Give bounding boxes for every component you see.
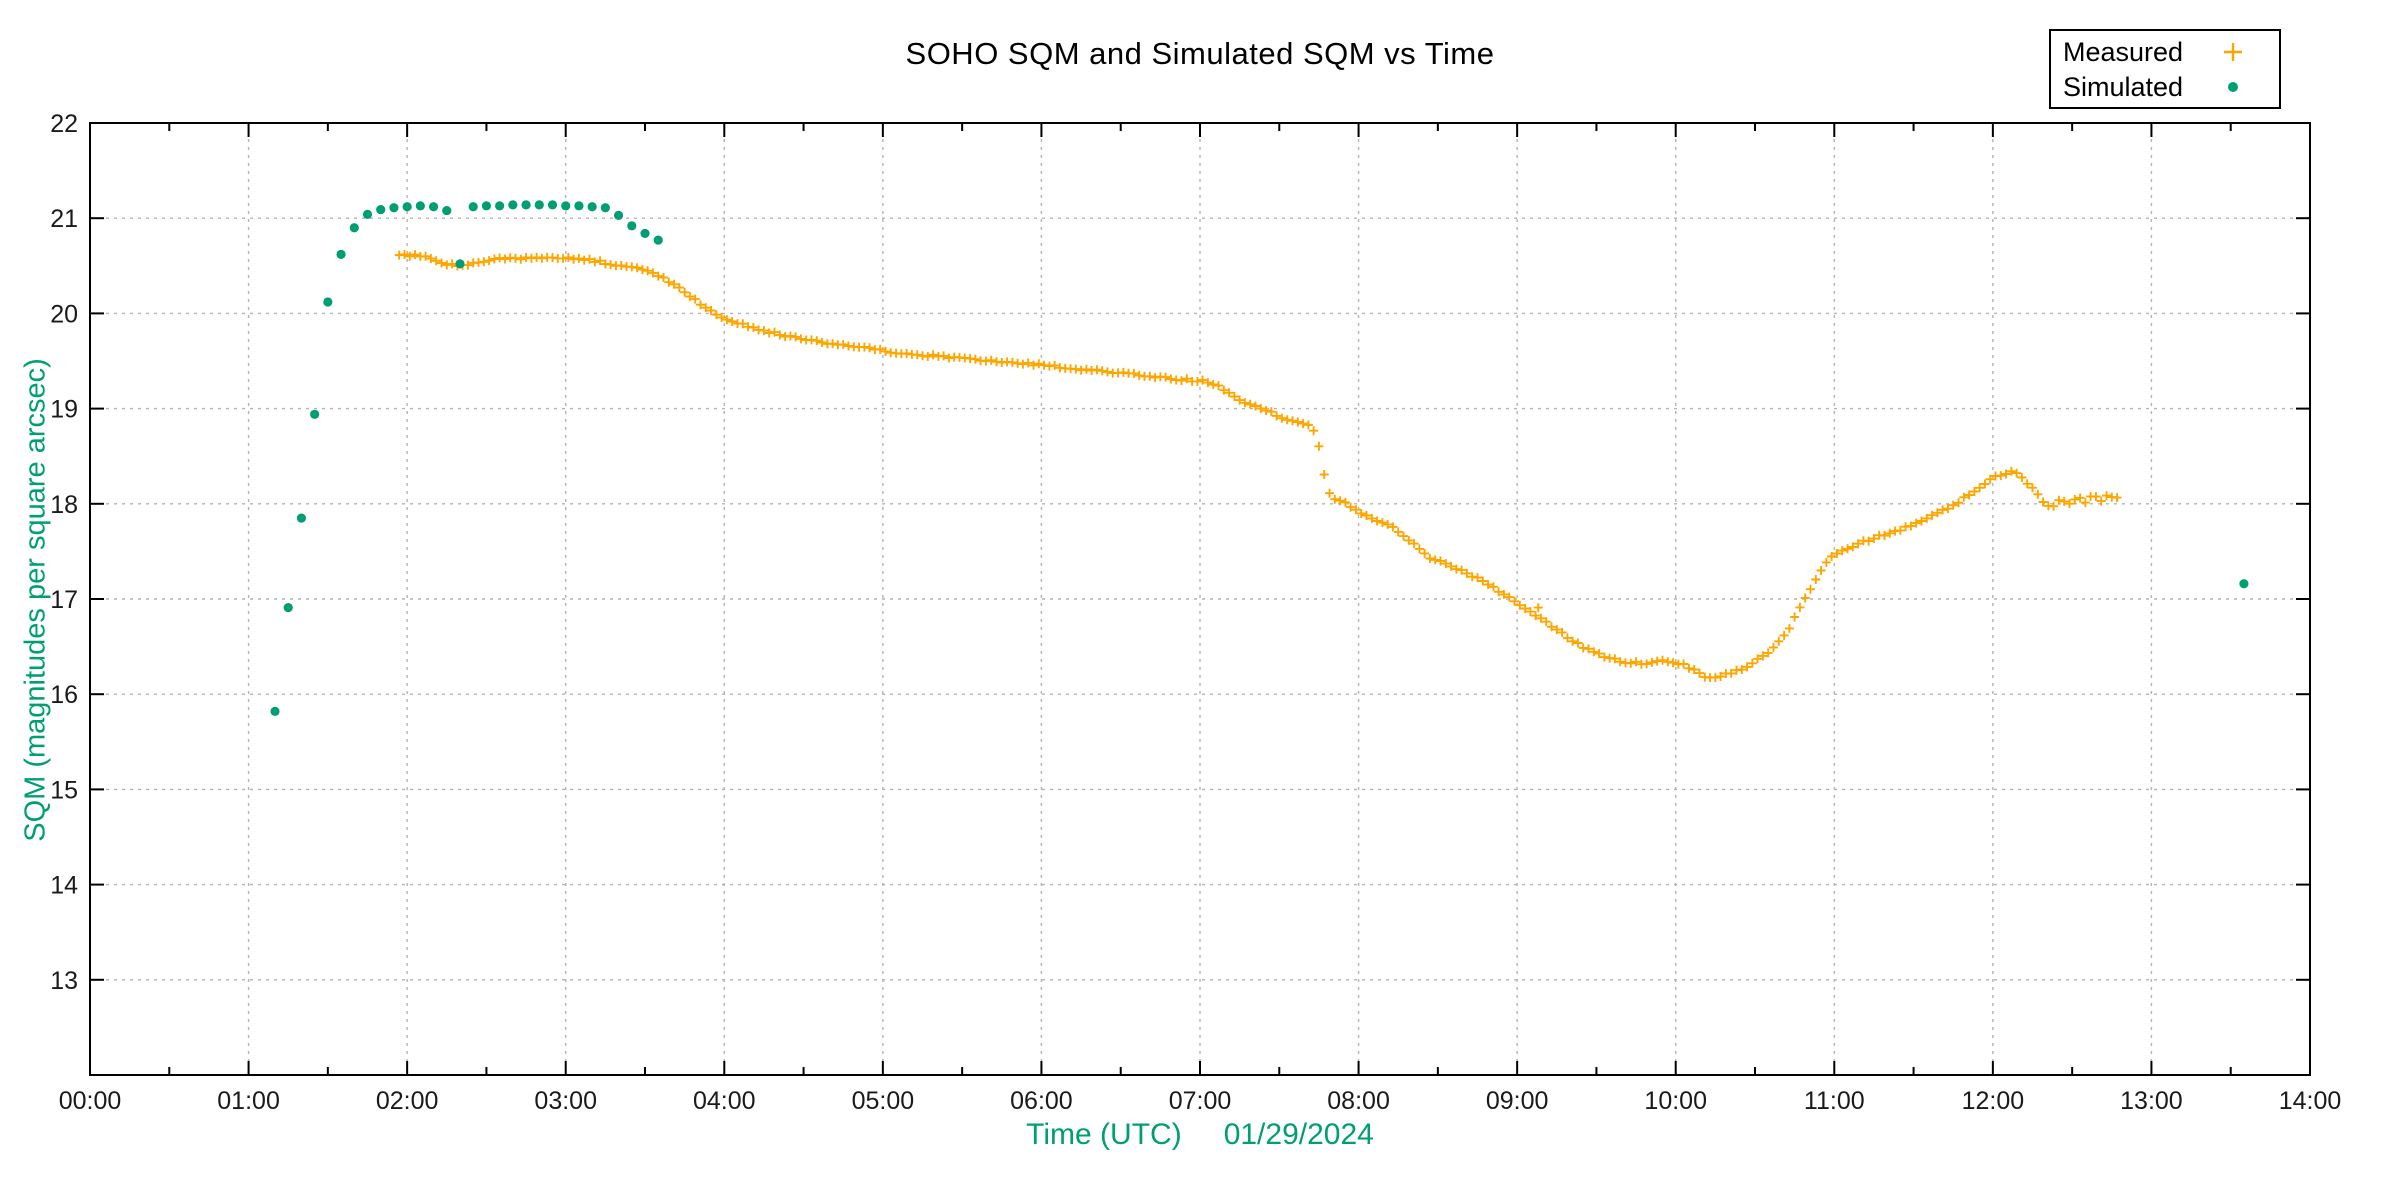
svg-text:12:00: 12:00 <box>1962 1087 2025 1115</box>
x-axis-label: Time (UTC) 01/29/2024 <box>0 1118 2400 1152</box>
svg-text:13:00: 13:00 <box>2120 1087 2183 1115</box>
svg-text:08:00: 08:00 <box>1327 1087 1390 1115</box>
svg-text:13: 13 <box>50 967 78 995</box>
legend-item-simulated: Simulated <box>2051 69 2279 104</box>
y-axis-label: SQM (magnitudes per square arcsec) <box>19 358 52 842</box>
svg-text:18: 18 <box>50 491 78 519</box>
measured-plus-marker-icon <box>2221 40 2245 64</box>
svg-text:09:00: 09:00 <box>1486 1087 1549 1115</box>
svg-text:00:00: 00:00 <box>59 1087 122 1115</box>
chart-title: SOHO SQM and Simulated SQM vs Time <box>905 36 1495 71</box>
svg-text:02:00: 02:00 <box>376 1087 439 1115</box>
legend-item-measured: Measured <box>2051 34 2279 69</box>
x-axis-label-text: Time (UTC) <box>1026 1118 1182 1151</box>
svg-text:10:00: 10:00 <box>1644 1087 1707 1115</box>
svg-text:01:00: 01:00 <box>217 1087 280 1115</box>
svg-text:19: 19 <box>50 396 78 424</box>
svg-text:16: 16 <box>50 681 78 709</box>
svg-text:14: 14 <box>50 872 78 900</box>
svg-text:15: 15 <box>50 776 78 804</box>
svg-text:20: 20 <box>50 300 78 328</box>
x-axis-date: 01/29/2024 <box>1223 1118 1374 1151</box>
svg-text:21: 21 <box>50 205 78 233</box>
svg-text:04:00: 04:00 <box>693 1087 756 1115</box>
legend-label-simulated: Simulated <box>2063 71 2184 102</box>
svg-text:11:00: 11:00 <box>1804 1087 1865 1115</box>
legend: Measured Simulated <box>2049 29 2281 109</box>
svg-text:17: 17 <box>50 586 78 614</box>
simulated-dot-marker-icon <box>2221 75 2245 99</box>
svg-text:22: 22 <box>50 110 78 138</box>
svg-text:05:00: 05:00 <box>852 1087 915 1115</box>
legend-label-measured: Measured <box>2063 36 2184 67</box>
svg-text:14:00: 14:00 <box>2279 1087 2342 1115</box>
svg-text:03:00: 03:00 <box>534 1087 597 1115</box>
svg-text:06:00: 06:00 <box>1010 1087 1073 1115</box>
svg-text:07:00: 07:00 <box>1169 1087 1232 1115</box>
